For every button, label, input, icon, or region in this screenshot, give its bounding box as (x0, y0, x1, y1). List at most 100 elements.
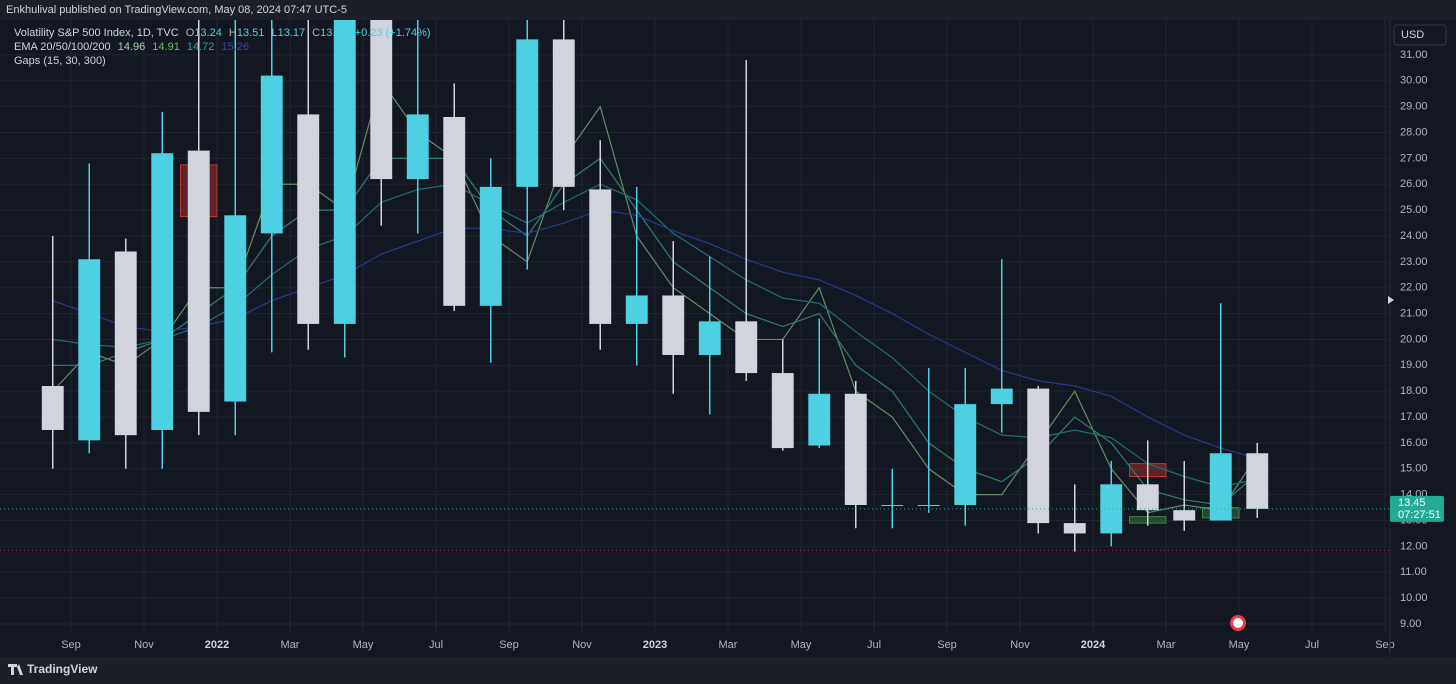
y-tick-label: 16.00 (1400, 437, 1428, 449)
currency[interactable]: USD (1401, 29, 1424, 41)
candle-body (954, 404, 977, 505)
candle-body (151, 153, 174, 430)
change: +0.23 (+1.74%) (355, 27, 431, 39)
price-label: 13.45 (1398, 497, 1426, 509)
candle-body (1209, 453, 1232, 521)
o-label: O (186, 27, 195, 39)
x-tick-label: Sep (499, 639, 519, 651)
ema-value: 14.96 (118, 41, 146, 53)
candle-body (406, 114, 429, 180)
gaps-legend: Gaps (15, 30, 300) (14, 55, 106, 67)
x-tick-label: May (353, 639, 374, 651)
candle-body (224, 215, 247, 402)
candle-body (114, 251, 137, 436)
y-tick-label: 26.00 (1400, 178, 1428, 190)
ema-line (52, 79, 1258, 514)
axes: 9.0010.0011.0012.0013.0014.0015.0016.001… (61, 20, 1444, 657)
legend-row: Volatility S&P 500 Index, 1D, TVC O13.24… (14, 27, 431, 39)
ema-line (52, 157, 1258, 506)
candle-body (1063, 523, 1086, 534)
y-tick-label: 29.00 (1400, 101, 1428, 113)
y-tick-label: 9.00 (1400, 618, 1421, 630)
y-tick-label: 30.00 (1400, 75, 1428, 87)
symbol: Volatility S&P 500 Index, 1D, TVC (14, 27, 179, 39)
scroll-arrow[interactable] (1388, 296, 1394, 304)
candle-body (333, 20, 356, 324)
c-label: C (312, 27, 320, 39)
y-tick-label: 12.00 (1400, 540, 1428, 552)
countdown: 07:27:51 (1398, 509, 1441, 521)
price-box (1390, 495, 1444, 522)
candle-body (297, 114, 320, 324)
x-tick-label: Sep (1375, 639, 1395, 651)
candle-body (1173, 510, 1196, 521)
x-tick-label: Mar (719, 639, 738, 651)
ema-line (52, 183, 1258, 488)
y-tick-label: 27.00 (1400, 152, 1428, 164)
top-bar (0, 0, 1456, 20)
y-tick-label: 10.00 (1400, 592, 1428, 604)
y-tick-label: 21.00 (1400, 307, 1428, 319)
y-tick-label: 18.00 (1400, 385, 1428, 397)
y-tick-label: 19.00 (1400, 359, 1428, 371)
currency-button[interactable] (1393, 24, 1447, 46)
candle-body (698, 321, 721, 355)
x-tick-label: Sep (937, 639, 957, 651)
candle-body (808, 393, 831, 446)
y-tick-label: 22.00 (1400, 282, 1428, 294)
publisher: Enkhulival published on TradingView.com,… (6, 4, 347, 16)
y-tick-label: 28.00 (1400, 126, 1428, 138)
y-tick-label: 24.00 (1400, 230, 1428, 242)
candle-body (625, 295, 648, 324)
x-tick-label: Jul (1305, 639, 1319, 651)
candle-body (589, 189, 612, 324)
candle-body (41, 386, 64, 430)
candle-body (1136, 484, 1159, 511)
x-tick-label: Mar (281, 639, 300, 651)
plot (0, 20, 1390, 552)
x-tick-label: Mar (1157, 639, 1176, 651)
candle-body (370, 20, 393, 180)
candle-body (917, 504, 940, 506)
x-tick-label: 2023 (643, 639, 667, 651)
brand: TradingView (27, 662, 98, 676)
low: 13.17 (278, 27, 306, 39)
y-tick-label: 17.00 (1400, 411, 1428, 423)
x-tick-label: Nov (572, 639, 592, 651)
candle-body (990, 388, 1013, 405)
y-tick-label: 31.00 (1400, 49, 1428, 61)
candle-body (735, 321, 758, 374)
y-tick-label: 20.00 (1400, 333, 1428, 345)
candle-body (552, 39, 575, 187)
y-tick-label: 23.00 (1400, 256, 1428, 268)
x-tick-label: Nov (134, 639, 154, 651)
candle-body (662, 295, 685, 355)
candle-body (516, 39, 539, 187)
x-tick-label: 2022 (205, 639, 229, 651)
high: 13.51 (237, 27, 265, 39)
x-tick-label: May (1229, 639, 1250, 651)
x-tick-label: Sep (61, 639, 81, 651)
candle-body (1100, 484, 1123, 534)
y-tick-label: 11.00 (1400, 566, 1427, 578)
x-tick-label: Jul (429, 639, 443, 651)
ema-label: EMA 20/50/100/200 (14, 41, 111, 53)
bottom-bar (0, 657, 1456, 684)
x-tick-label: Nov (1010, 639, 1030, 651)
candle-body (443, 116, 466, 306)
candle-body (1027, 388, 1050, 524)
candle-body (187, 150, 210, 412)
h-label: H (229, 27, 237, 39)
ema-value: 14.72 (187, 41, 215, 53)
candle-body (881, 504, 904, 506)
candle-body (78, 259, 101, 441)
logo (8, 664, 23, 675)
y-tick-label: 25.00 (1400, 204, 1428, 216)
candle-body (479, 186, 502, 306)
ema-value: 14.91 (152, 41, 180, 53)
candle-body (1246, 453, 1269, 509)
ema-line (52, 209, 1258, 460)
ema-legend: EMA 20/50/100/200 14.96 14.91 14.72 15.2… (14, 41, 249, 53)
ema-value: 15.26 (221, 41, 249, 53)
